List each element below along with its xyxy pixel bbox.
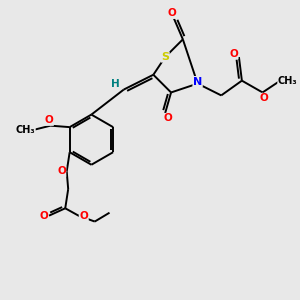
Text: N: N xyxy=(193,76,202,86)
Text: O: O xyxy=(167,8,176,18)
Text: S: S xyxy=(161,52,169,62)
Text: O: O xyxy=(163,113,172,123)
Text: O: O xyxy=(229,49,238,58)
Text: O: O xyxy=(39,211,48,221)
Text: CH₃: CH₃ xyxy=(278,76,297,86)
Text: CH₃: CH₃ xyxy=(16,125,35,135)
Text: H: H xyxy=(111,79,120,89)
Text: O: O xyxy=(45,115,53,125)
Text: O: O xyxy=(260,93,268,103)
Text: O: O xyxy=(80,211,88,221)
Text: O: O xyxy=(57,167,66,176)
